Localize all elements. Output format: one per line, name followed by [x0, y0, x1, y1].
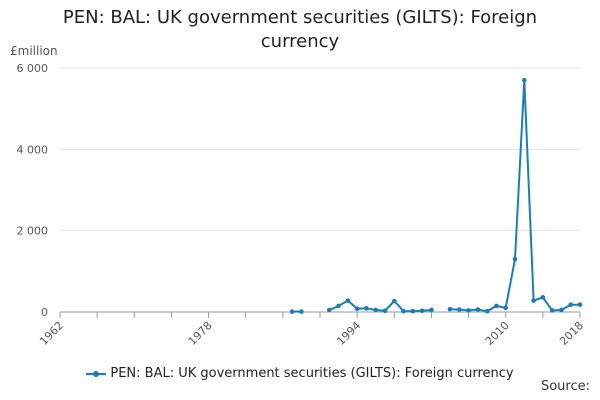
data-point[interactable] — [391, 298, 397, 304]
data-point[interactable] — [354, 306, 360, 312]
data-point[interactable] — [336, 303, 341, 309]
legend-swatch — [86, 369, 107, 379]
gridlines — [60, 67, 580, 313]
data-point[interactable] — [559, 307, 564, 313]
data-point[interactable] — [326, 307, 332, 313]
data-point[interactable] — [401, 308, 406, 314]
data-point[interactable] — [568, 302, 574, 307]
data-point[interactable] — [345, 298, 351, 303]
x-tick-label: 2018 — [557, 319, 586, 348]
y-axis-unit-label: £million — [10, 44, 58, 58]
data-point[interactable] — [429, 307, 434, 313]
legend[interactable]: PEN: BAL: UK government securities (GILT… — [0, 366, 600, 381]
data-point[interactable] — [521, 77, 527, 83]
x-tick-label: 1962 — [37, 319, 66, 348]
data-point[interactable] — [364, 306, 369, 311]
data-point[interactable] — [289, 309, 295, 314]
data-point[interactable] — [447, 306, 453, 312]
data-point[interactable] — [456, 307, 462, 312]
data-point[interactable] — [419, 308, 425, 314]
x-tick-label: 1978 — [186, 319, 215, 348]
y-axis-ticks: 0 2 000 4 000 6 000 — [17, 62, 49, 319]
data-point[interactable] — [466, 308, 471, 313]
series-line-segment — [449, 79, 580, 313]
data-point[interactable] — [484, 308, 490, 314]
data-point[interactable] — [531, 298, 536, 303]
y-tick-label: 6 000 — [17, 62, 49, 75]
y-tick-label: 4 000 — [17, 143, 49, 156]
data-point[interactable] — [512, 256, 518, 262]
x-tick-label: 1994 — [334, 319, 363, 348]
x-tick-label: 2010 — [483, 319, 512, 348]
data-point[interactable] — [549, 308, 555, 313]
data-point[interactable] — [382, 308, 388, 314]
x-axis: 1962 1978 1994 2010 2018 — [37, 312, 586, 348]
data-point[interactable] — [410, 308, 416, 314]
data-point[interactable] — [475, 307, 481, 312]
data-point[interactable] — [373, 307, 379, 313]
y-tick-label: 2 000 — [17, 225, 49, 238]
y-tick-label: 0 — [41, 306, 48, 319]
series-line-segment — [328, 299, 432, 313]
data-point[interactable] — [577, 302, 583, 307]
source-label: Source: — [540, 379, 590, 394]
series-group — [289, 77, 583, 314]
data-point[interactable] — [494, 303, 499, 309]
chart-title: PEN: BAL: UK government securities (GILT… — [62, 7, 538, 52]
data-point[interactable] — [540, 295, 546, 300]
data-point[interactable] — [503, 305, 509, 311]
data-point[interactable] — [299, 309, 304, 314]
legend-label: PEN: BAL: UK government securities (GILT… — [110, 366, 514, 381]
